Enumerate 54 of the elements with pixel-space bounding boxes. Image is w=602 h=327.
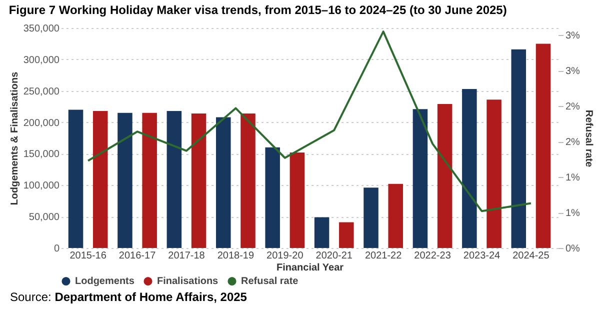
bar: [462, 88, 477, 248]
y2-tick-label: 1%: [566, 172, 580, 184]
x-tick-label: 2022-23: [414, 250, 452, 262]
y2-tick-label: 3%: [566, 66, 580, 78]
y2-tick-label: 2%: [566, 102, 580, 113]
x-tick-label: 2023-24: [463, 250, 501, 262]
y-tick-label: 300,000: [23, 54, 60, 66]
bar: [166, 110, 182, 248]
x-tick-label: 2020-21: [316, 250, 353, 262]
bar: [92, 110, 108, 248]
bar: [412, 109, 428, 248]
legend-label: Finalisations: [157, 276, 219, 288]
x-tick-label: 2016-17: [118, 250, 156, 262]
bar: [339, 222, 354, 248]
y-axis-title: Lodgements & Finalisations: [9, 71, 20, 206]
y2-tick-label: 0%: [566, 244, 580, 254]
y2-tick-label: 1%: [566, 208, 580, 220]
bar: [536, 44, 551, 248]
y2-axis-title: Refusal rate: [582, 110, 594, 168]
bar: [265, 147, 280, 248]
x-tick-label: 2017-18: [168, 250, 206, 262]
bar: [68, 110, 84, 248]
y-tick-label: 250,000: [23, 86, 60, 98]
y-tick-label: 50,000: [28, 212, 60, 224]
y-tick-label: 0: [54, 244, 60, 254]
x-tick-label: 2021-22: [364, 250, 402, 262]
line-series: [87, 30, 532, 212]
y-tick-label: 100,000: [23, 180, 60, 192]
y2-tick-label: 2%: [566, 137, 580, 148]
bar: [191, 113, 206, 248]
legend-label: Refusal rate: [241, 276, 299, 288]
legend-label: Lodgements: [75, 276, 135, 288]
x-axis-title: Financial Year: [276, 262, 344, 274]
bar: [314, 217, 330, 248]
y-tick-label: 350,000: [23, 24, 60, 34]
bar: [486, 100, 502, 248]
chart-title: Figure 7 Working Holiday Maker visa trends, from 2015–16 to 2024–25 (to 30 June 2025): [8, 3, 507, 17]
y-tick-label: 150,000: [23, 149, 60, 160]
bar: [240, 113, 256, 248]
bar: [437, 104, 452, 248]
bar: [142, 112, 157, 248]
bar: [290, 152, 305, 248]
y2-tick-label: 3%: [566, 30, 580, 42]
y-tick-label: 200,000: [23, 118, 60, 129]
bar: [364, 188, 378, 248]
x-tick-label: 2015-16: [70, 250, 107, 262]
bar: [388, 184, 403, 248]
source-note: Source: Department of Home Affairs, 2025: [10, 290, 248, 304]
x-tick-label: 2024-25: [512, 250, 550, 262]
x-tick-label: 2019-20: [266, 250, 304, 262]
bar: [118, 112, 132, 248]
bar: [511, 49, 526, 248]
x-tick-label: 2018-19: [217, 250, 254, 262]
bar: [216, 117, 231, 248]
